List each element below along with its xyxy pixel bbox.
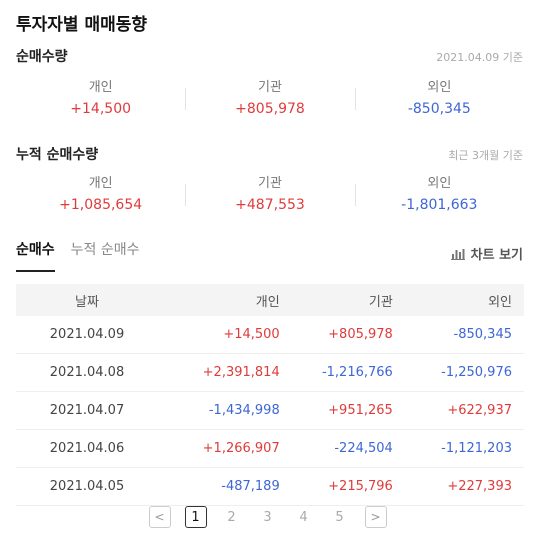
net-buying-date-note: 2021.04.09 기준	[436, 51, 523, 64]
cell-foreign: -1,250,976	[393, 353, 524, 392]
stat-individual: 개인 +14,500	[16, 78, 185, 120]
cell-date: 2021.04.07	[16, 391, 158, 430]
cell-individual: +1,266,907	[158, 429, 281, 468]
cell-date: 2021.04.06	[16, 429, 158, 468]
page-2-button[interactable]: 2	[227, 509, 236, 525]
stat-label: 기관	[258, 176, 282, 191]
tab-net-buying[interactable]: 순매수	[16, 240, 55, 272]
cumulative-stats: 개인 +1,085,654 기관 +487,553 외인 -1,801,663	[16, 174, 524, 216]
cell-individual: +14,500	[158, 316, 281, 354]
stat-label: 개인	[88, 176, 113, 191]
page-title: 투자자별 매매동향	[16, 15, 148, 35]
stat-foreign: 외인 -850,345	[354, 78, 524, 120]
cell-institution: -224,504	[280, 429, 394, 468]
cell-foreign: -850,345	[393, 316, 524, 354]
stat-value: +14,500	[70, 101, 132, 117]
column-individual: 개인	[158, 284, 281, 316]
table-row: 2021.04.07 -1,434,998 +951,265 +622,937	[16, 391, 524, 430]
cumulative-title: 누적 순매수량	[16, 147, 99, 163]
chart-view-label: 차트 보기	[470, 248, 523, 263]
chart-view-button[interactable]: 차트 보기	[450, 244, 523, 263]
prev-page-button[interactable]: <	[148, 506, 171, 528]
stat-institution: 기관 +805,978	[185, 78, 354, 120]
stat-value: -1,801,663	[401, 197, 478, 213]
net-buying-header: 순매수량 2021.04.09 기준	[16, 46, 523, 66]
cell-individual: +2,391,814	[158, 353, 281, 392]
cell-institution: +805,978	[280, 316, 394, 354]
cell-foreign: +622,937	[393, 391, 524, 430]
page-4-button[interactable]: 4	[299, 509, 308, 525]
stat-value: +805,978	[235, 101, 305, 117]
next-page-button[interactable]: >	[364, 506, 387, 528]
page-5-button[interactable]: 5	[335, 509, 344, 525]
table-row: 2021.04.06 +1,266,907 -224,504 -1,121,20…	[16, 429, 524, 468]
bar-chart-icon	[450, 248, 465, 260]
cell-foreign: -1,121,203	[393, 429, 524, 468]
table-row: 2021.04.05 -487,189 +215,796 +227,393	[16, 467, 524, 506]
column-institution: 기관	[280, 284, 394, 316]
stat-label: 외인	[427, 80, 452, 95]
view-tabs: 순매수 누적 순매수	[16, 240, 140, 272]
pagination: < 1 2 3 4 5 >	[0, 506, 535, 528]
stat-value: -850,345	[407, 101, 471, 117]
cumulative-header: 누적 순매수량 최근 3개월 기준	[16, 144, 523, 164]
net-buying-stats: 개인 +14,500 기관 +805,978 외인 -850,345	[16, 78, 524, 120]
cell-date: 2021.04.05	[16, 467, 158, 506]
cumulative-period-note: 최근 3개월 기준	[448, 149, 523, 162]
cell-individual: -487,189	[158, 467, 281, 506]
cell-foreign: +227,393	[393, 467, 524, 506]
column-date: 날짜	[16, 284, 158, 316]
stat-foreign: 외인 -1,801,663	[354, 174, 524, 216]
stat-label: 기관	[258, 80, 282, 95]
table-row: 2021.04.09 +14,500 +805,978 -850,345	[16, 316, 524, 354]
trading-table: 날짜 개인 기관 외인 2021.04.09 +14,500 +805,978 …	[16, 284, 524, 506]
cell-institution: +215,796	[280, 467, 394, 506]
stat-label: 개인	[88, 80, 113, 95]
stat-institution: 기관 +487,553	[185, 174, 354, 216]
page-3-button[interactable]: 3	[263, 509, 272, 525]
net-buying-title: 순매수량	[16, 49, 68, 65]
stat-individual: 개인 +1,085,654	[16, 174, 185, 216]
stat-label: 외인	[427, 176, 452, 191]
cell-institution: +951,265	[280, 391, 394, 430]
cell-institution: -1,216,766	[280, 353, 394, 392]
table-row: 2021.04.08 +2,391,814 -1,216,766 -1,250,…	[16, 353, 524, 392]
cell-date: 2021.04.09	[16, 316, 158, 354]
stat-value: +487,553	[235, 197, 305, 213]
column-foreign: 외인	[393, 284, 524, 316]
stat-value: +1,085,654	[59, 197, 143, 213]
page-1-button[interactable]: 1	[184, 506, 207, 528]
cell-individual: -1,434,998	[158, 391, 281, 430]
table-header-row: 날짜 개인 기관 외인	[16, 284, 524, 316]
tab-cumulative-net-buying[interactable]: 누적 순매수	[70, 242, 140, 258]
cell-date: 2021.04.08	[16, 353, 158, 392]
